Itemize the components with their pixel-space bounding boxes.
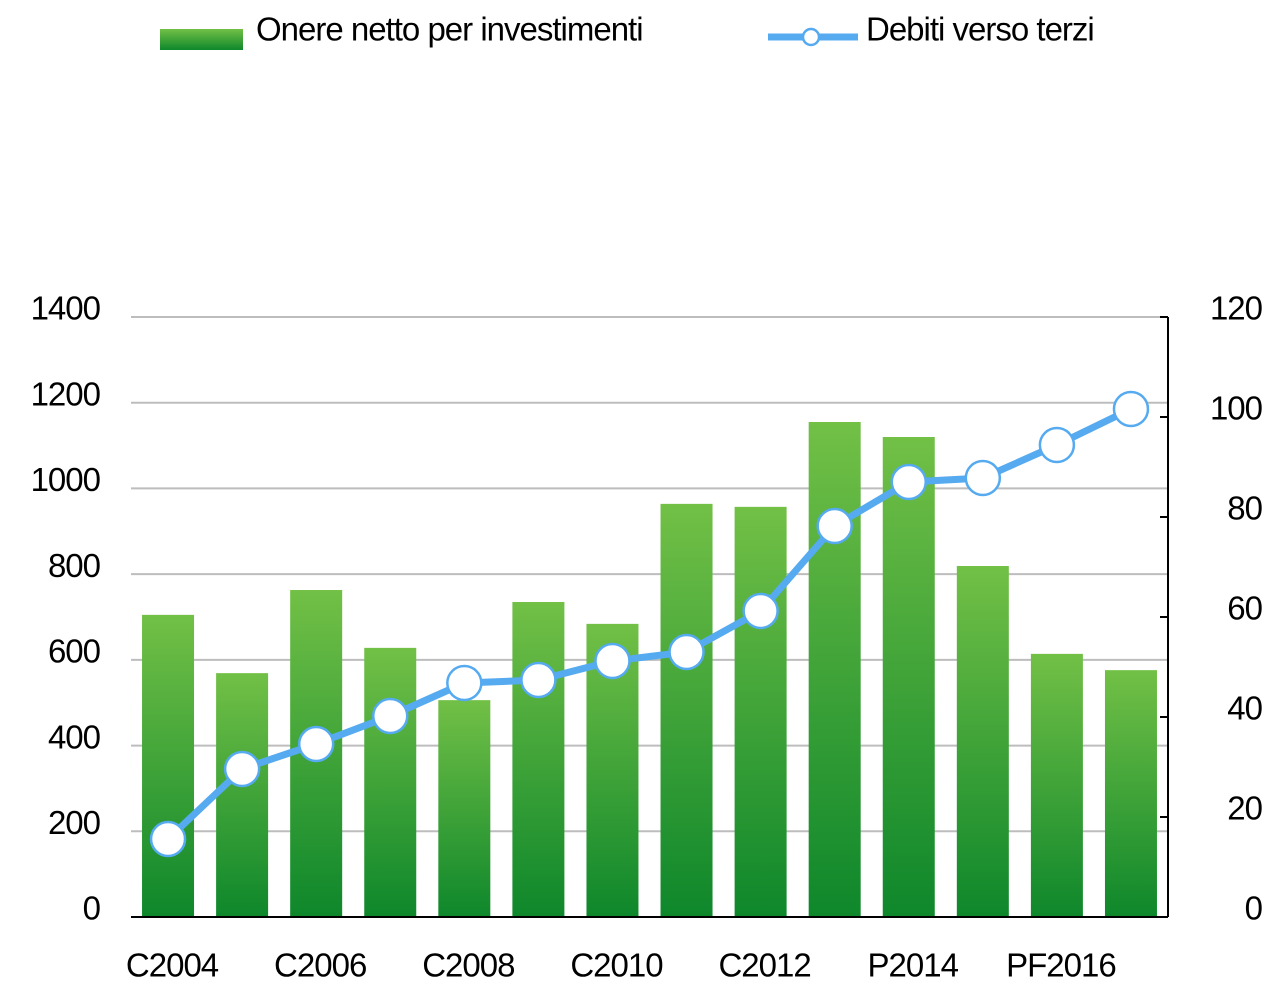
bar	[512, 602, 565, 917]
bar	[142, 614, 195, 917]
legend-swatch	[160, 29, 243, 50]
x-tick-label: C2004	[126, 947, 219, 984]
line-marker	[446, 664, 483, 702]
line-marker	[964, 459, 1002, 497]
legend-label: Onere netto per investimenti	[256, 11, 643, 48]
line-marker	[520, 661, 557, 699]
y2-tick-label: 0	[1245, 890, 1263, 927]
line-marker	[149, 820, 187, 858]
y-tick-label: 600	[48, 633, 101, 670]
line-marker	[816, 507, 853, 545]
y-tick-label: 0	[83, 890, 101, 927]
line-marker	[1038, 426, 1076, 464]
legend-marker	[801, 27, 821, 47]
x-tick-label: P2014	[868, 947, 959, 984]
y-tick-label: 1000	[31, 461, 101, 498]
x-tick-label: PF2016	[1006, 947, 1116, 984]
y-tick-label: 400	[48, 718, 101, 755]
line-marker	[742, 592, 779, 630]
x-tick-label: C2008	[422, 947, 514, 984]
legend-label: Debiti verso terzi	[866, 11, 1094, 48]
line-marker	[223, 750, 261, 788]
y2-tick-label: 100	[1210, 390, 1263, 427]
bar	[882, 437, 935, 917]
y2-tick-label: 20	[1227, 790, 1262, 827]
bar	[1030, 653, 1083, 917]
bar	[956, 566, 1009, 917]
bar	[364, 647, 417, 917]
line-marker	[297, 725, 335, 763]
line-marker	[594, 642, 631, 680]
bar	[734, 506, 787, 917]
bar	[1104, 670, 1157, 917]
bar	[808, 422, 861, 917]
y2-tick-label: 60	[1227, 590, 1262, 627]
x-tick-label: C2012	[718, 947, 810, 984]
y-tick-label: 1400	[31, 290, 101, 327]
bar	[438, 700, 491, 917]
line-marker	[890, 463, 927, 501]
x-tick-label: C2006	[274, 947, 366, 984]
line-marker	[372, 697, 409, 735]
bar	[216, 673, 269, 917]
y2-tick-label: 40	[1227, 690, 1262, 727]
bar	[660, 503, 713, 917]
y-tick-label: 800	[48, 547, 101, 584]
y2-tick-label: 80	[1227, 490, 1262, 527]
y-tick-label: 1200	[31, 375, 101, 412]
y-tick-label: 200	[48, 804, 101, 841]
line-marker	[1112, 390, 1150, 428]
y2-tick-label: 120	[1210, 290, 1263, 327]
line-marker	[668, 633, 705, 671]
x-tick-label: C2010	[570, 947, 663, 984]
